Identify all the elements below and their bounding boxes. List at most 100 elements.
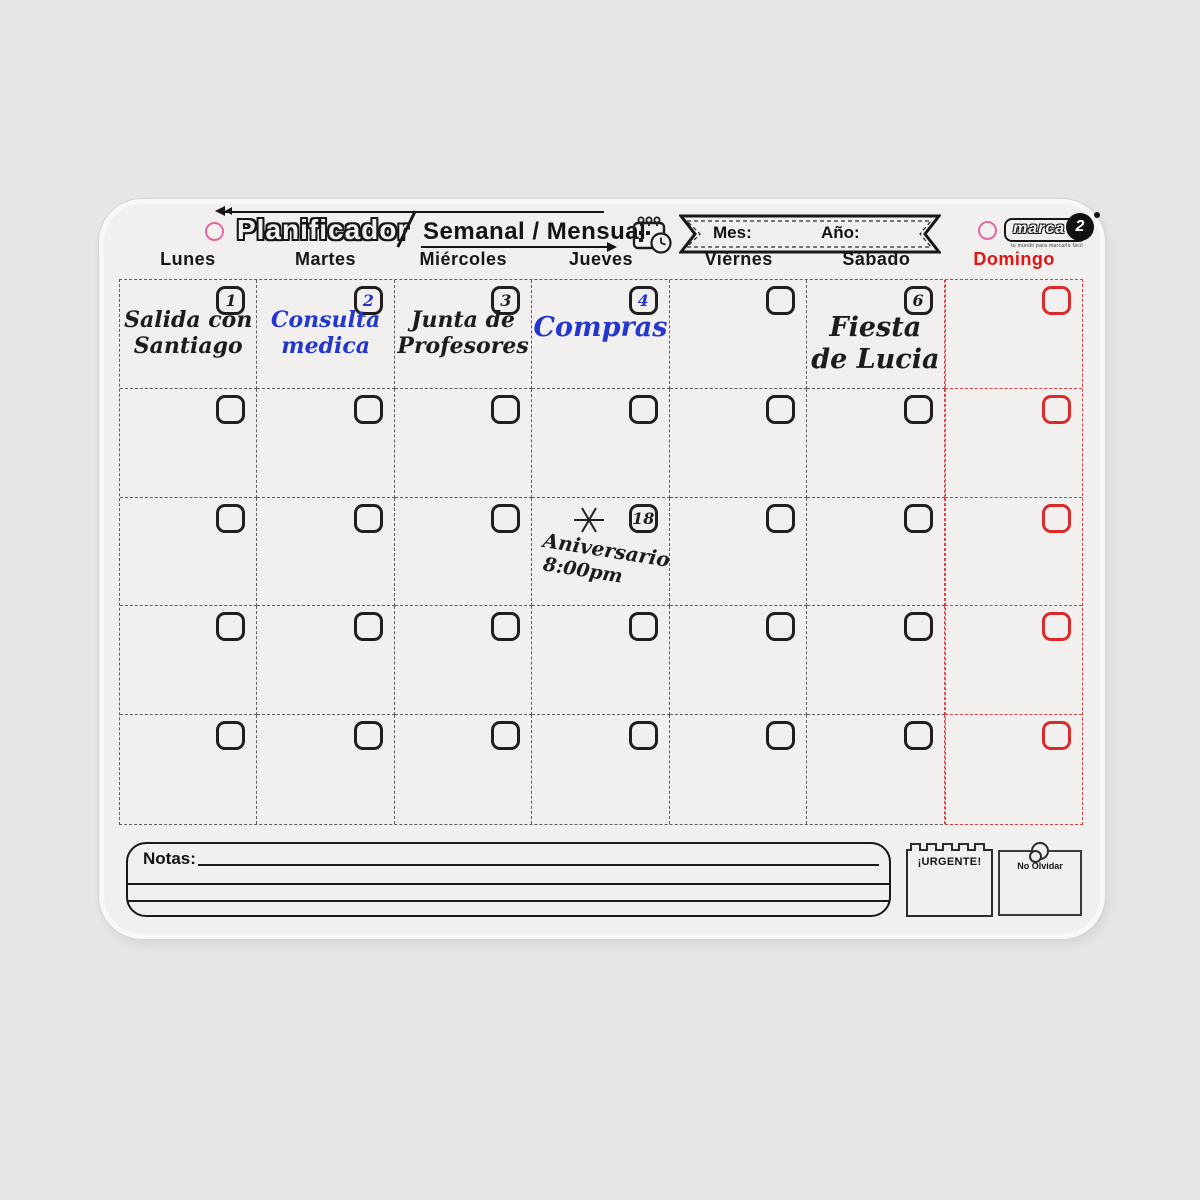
calendar-cell[interactable] bbox=[669, 606, 808, 716]
month-year-banner: Mes: Año: bbox=[679, 214, 941, 254]
date-checkbox[interactable] bbox=[1042, 286, 1071, 315]
calendar-cell[interactable] bbox=[532, 606, 670, 716]
date-checkbox[interactable] bbox=[216, 503, 246, 533]
calendar-cell[interactable] bbox=[944, 280, 1082, 389]
date-checkbox[interactable]: 6 bbox=[903, 286, 933, 315]
calendar-cell[interactable]: 6 Fiesta de Lucia bbox=[807, 280, 945, 389]
date-checkbox[interactable] bbox=[766, 286, 796, 315]
day-label: Sábado bbox=[842, 249, 911, 269]
planner-subtitle: Semanal / Mensual bbox=[423, 218, 647, 245]
arrow-line-top bbox=[215, 206, 604, 216]
magnet-hole-left bbox=[205, 222, 224, 241]
calendar-cell[interactable] bbox=[944, 606, 1082, 716]
date-checkbox[interactable] bbox=[353, 612, 383, 642]
calendar-cell[interactable] bbox=[807, 497, 945, 607]
notes-line[interactable] bbox=[127, 883, 890, 885]
calendar-cell[interactable] bbox=[394, 606, 533, 716]
date-checkbox[interactable]: 4 bbox=[628, 286, 658, 315]
date-checkbox[interactable] bbox=[628, 612, 658, 642]
calendar-cell[interactable] bbox=[120, 388, 258, 498]
day-label: Lunes bbox=[160, 249, 216, 269]
calendar-cell[interactable]: 18 Aniversario 8:00pm bbox=[532, 497, 672, 607]
month-label: Mes: bbox=[713, 223, 752, 242]
calendar-cell[interactable] bbox=[669, 388, 808, 498]
calendar-cell[interactable] bbox=[394, 388, 533, 498]
calendar-cell[interactable] bbox=[394, 497, 533, 607]
date-checkbox[interactable] bbox=[628, 721, 658, 751]
calendar-cell[interactable] bbox=[532, 388, 670, 498]
date-checkbox[interactable]: 3 bbox=[491, 286, 521, 315]
days-row: Lunes Martes Miércoles Jueves Viérnes Sábado D… bbox=[119, 249, 1083, 270]
calendar-cell[interactable]: 3 Junta de Profesores bbox=[394, 280, 533, 389]
notes-section: Notas: bbox=[126, 842, 891, 917]
brand-logo-badge: 2 bbox=[1066, 213, 1094, 241]
calendar-cell[interactable] bbox=[807, 715, 945, 824]
event-text: Fiesta de Lucia bbox=[811, 312, 940, 375]
magnet-hole-right bbox=[978, 221, 997, 240]
date-checkbox[interactable] bbox=[766, 394, 796, 424]
planner-title: Planificador bbox=[237, 214, 410, 245]
date-checkbox[interactable] bbox=[216, 721, 246, 751]
year-label: Año: bbox=[821, 223, 860, 242]
calendar-cell[interactable] bbox=[120, 497, 258, 607]
date-checkbox[interactable] bbox=[766, 503, 796, 533]
notes-label: Notas: bbox=[143, 849, 196, 868]
calendar-cell[interactable] bbox=[944, 389, 1082, 498]
brand-logo: marca 2 tu mundo para marcarlo fácil bbox=[1004, 212, 1104, 249]
calendar-cell[interactable] bbox=[670, 715, 808, 824]
calendar-cell[interactable] bbox=[257, 606, 395, 716]
calendar-cell[interactable]: 2 Consulta medica bbox=[257, 280, 395, 389]
calendar-cell[interactable]: 1 Salida con Santiago bbox=[120, 280, 258, 389]
date-checkbox[interactable] bbox=[1042, 721, 1071, 751]
calendar-cell[interactable] bbox=[257, 497, 395, 607]
date-checkbox[interactable] bbox=[353, 721, 383, 751]
calendar-cell[interactable] bbox=[944, 498, 1082, 607]
date-checkbox[interactable] bbox=[1042, 503, 1071, 533]
date-checkbox[interactable] bbox=[1042, 394, 1071, 424]
calendar-cell[interactable] bbox=[120, 715, 258, 824]
date-checkbox[interactable] bbox=[491, 612, 521, 642]
notes-line[interactable] bbox=[127, 900, 890, 902]
date-checkbox[interactable] bbox=[903, 721, 933, 751]
pin-icon bbox=[1029, 842, 1049, 863]
date-checkbox[interactable] bbox=[216, 612, 246, 642]
calendar-cell[interactable] bbox=[257, 715, 395, 824]
date-checkbox[interactable] bbox=[628, 394, 658, 424]
date-checkbox[interactable] bbox=[1042, 612, 1071, 642]
brand-logo-dot bbox=[1094, 212, 1100, 218]
event-text: Junta de Profesores bbox=[397, 307, 529, 359]
date-checkbox[interactable] bbox=[766, 721, 796, 751]
date-checkbox[interactable] bbox=[216, 394, 246, 424]
date-checkbox[interactable] bbox=[903, 612, 933, 642]
date-checkbox[interactable] bbox=[903, 394, 933, 424]
date-checkbox[interactable] bbox=[903, 503, 933, 533]
calendar-cell[interactable] bbox=[120, 606, 258, 716]
year-input[interactable] bbox=[861, 222, 917, 242]
calendar-cell[interactable] bbox=[669, 280, 808, 389]
date-checkbox[interactable] bbox=[353, 503, 383, 533]
calendar-cell[interactable] bbox=[395, 715, 533, 824]
notes-line[interactable] bbox=[198, 864, 879, 866]
date-checkbox[interactable]: 18 bbox=[628, 503, 658, 533]
calendar-cell[interactable] bbox=[807, 606, 945, 716]
date-checkbox[interactable] bbox=[491, 394, 521, 424]
asterisk-doodle-icon bbox=[572, 506, 606, 539]
calendar-cell[interactable] bbox=[532, 715, 670, 824]
reminder-note[interactable]: No Olvidar bbox=[998, 842, 1082, 916]
calendar-cell[interactable]: 4 Compras bbox=[532, 280, 670, 389]
date-checkbox[interactable] bbox=[491, 503, 521, 533]
date-checkbox[interactable]: 1 bbox=[216, 286, 246, 315]
urgent-pad[interactable]: ¡URGENTE! bbox=[906, 843, 993, 917]
month-input[interactable] bbox=[751, 222, 813, 242]
calendar-cell[interactable] bbox=[669, 497, 808, 607]
calendar-grid: 1 Salida con Santiago 2 Consulta medica 3 Junta… bbox=[119, 279, 1083, 825]
date-checkbox[interactable] bbox=[766, 612, 796, 642]
date-checkbox[interactable] bbox=[353, 394, 383, 424]
calendar-cell[interactable] bbox=[945, 715, 1082, 824]
event-text: Aniversario 8:00pm bbox=[541, 527, 672, 587]
calendar-clock-icon bbox=[630, 214, 674, 261]
calendar-cell[interactable] bbox=[257, 388, 395, 498]
date-checkbox[interactable]: 2 bbox=[353, 286, 383, 315]
calendar-cell[interactable] bbox=[807, 388, 945, 498]
date-checkbox[interactable] bbox=[491, 721, 521, 751]
